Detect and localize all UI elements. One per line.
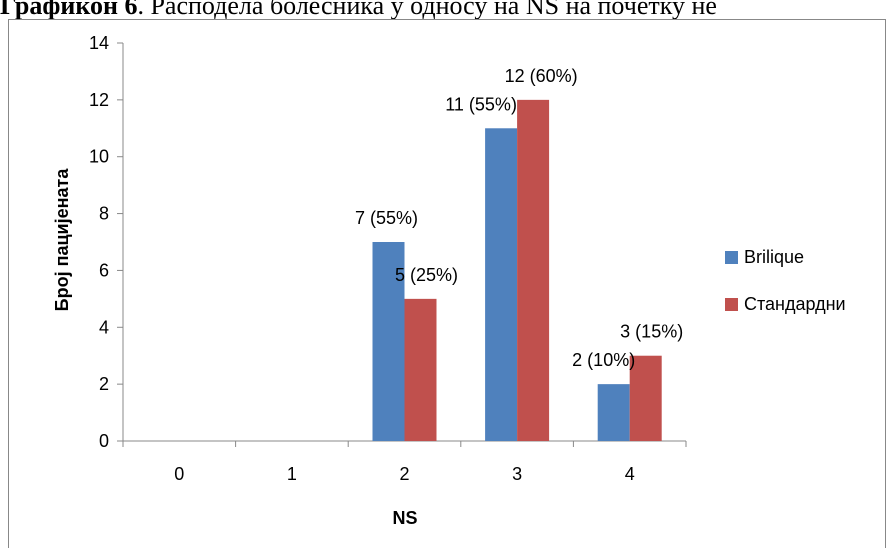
caption-prefix: Графикон 6 [0, 0, 138, 20]
y-axis: 0 2 4 6 8 10 12 14 [89, 33, 124, 451]
data-label: 5 (25%) [395, 265, 458, 285]
legend-label: Brilique [744, 247, 804, 267]
x-axis: 0 1 2 3 4 [122, 440, 687, 484]
y-tick-label: 0 [99, 431, 109, 451]
caption-text: . Расподела болесника у односу на NS на … [137, 0, 717, 20]
x-axis-title: NS [392, 508, 417, 528]
y-tick-label: 6 [99, 260, 109, 280]
legend-swatch [725, 251, 738, 264]
bar [629, 355, 662, 441]
x-tick-label: 0 [174, 464, 184, 484]
x-tick-label: 2 [399, 464, 409, 484]
bar [372, 242, 405, 441]
bar [517, 99, 550, 441]
data-label: 7 (55%) [355, 208, 418, 228]
chart-frame [8, 19, 886, 548]
legend-swatch [725, 298, 738, 311]
figure-caption: Графикон 6. Расподела болесника у односу… [0, 0, 888, 21]
y-tick-label: 10 [89, 147, 109, 167]
x-tick-label: 3 [512, 464, 522, 484]
y-tick-label: 8 [99, 204, 109, 224]
data-label: 12 (60%) [505, 66, 578, 86]
data-label: 2 (10%) [572, 350, 635, 370]
bar [485, 128, 518, 442]
x-tick-label: 4 [625, 464, 635, 484]
bars [372, 99, 662, 442]
bar [597, 384, 630, 441]
data-label: 11 (55%) [445, 94, 517, 114]
y-tick-label: 14 [89, 33, 109, 53]
y-tick-label: 4 [99, 317, 109, 337]
legend: Brilique Стандардни [725, 247, 846, 314]
data-labels: 7 (55%) 11 (55%) 2 (10%) 5 (25%) 12 (60%) 3 (… [355, 66, 683, 370]
bar [404, 298, 437, 441]
y-tick-label: 2 [99, 374, 109, 394]
data-label: 3 (15%) [620, 322, 683, 342]
x-tick-label: 1 [287, 464, 297, 484]
y-axis-title: Број пацијената [52, 168, 72, 312]
legend-label: Стандардни [744, 294, 846, 314]
y-tick-label: 12 [89, 90, 109, 110]
